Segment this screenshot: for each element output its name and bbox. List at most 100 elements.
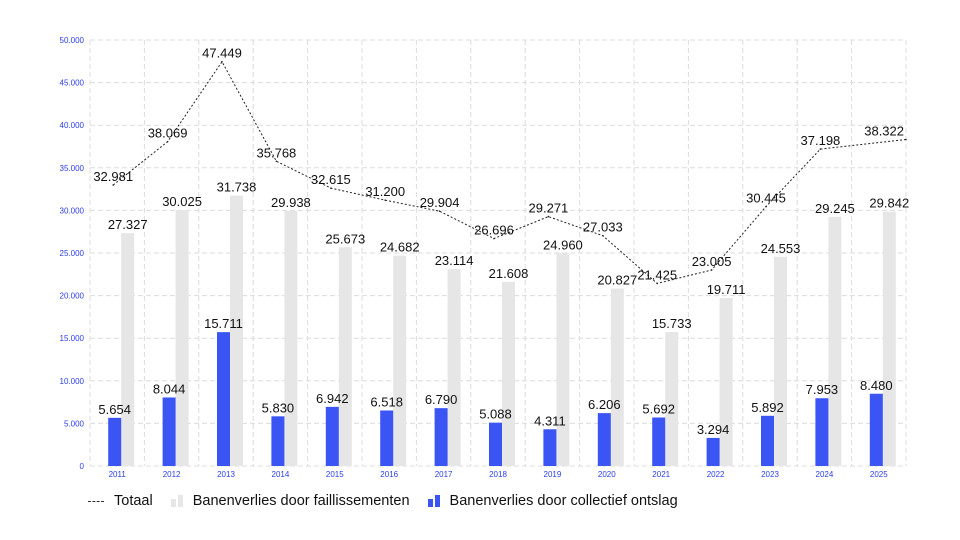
total-value-label: 31.200 [365,184,405,199]
collective-value-label: 5.692 [642,402,675,417]
bankruptcy-bar [719,298,733,466]
legend-item-bankruptcy: Banenverlies door faillissementen [170,493,410,509]
y-tick-label: 40.000 [60,121,85,130]
x-tick-label: 2025 [870,470,888,479]
total-point [765,205,767,208]
total-point [438,210,441,213]
collective-value-label: 5.088 [479,407,512,422]
bankruptcy-value-label: 29.842 [869,196,909,211]
collective-value-label: 6.206 [588,397,621,412]
dashed-line-icon [88,500,104,502]
collective-bar [489,422,502,466]
y-tick-label: 45.000 [60,79,85,88]
bankruptcy-value-label: 29.245 [815,201,855,216]
total-point [493,237,495,240]
collective-value-label: 8.480 [860,378,893,393]
x-tick-label: 2019 [544,470,562,479]
bankruptcy-value-label: 19.711 [707,282,746,297]
bankruptcy-value-label: 24.553 [761,241,801,256]
total-value-label: 21.425 [637,267,677,282]
blue-bars-icon [427,495,442,507]
total-value-label: 32.615 [311,172,351,187]
bankruptcy-bar [284,210,298,466]
total-point [905,138,907,141]
total-point [710,269,713,271]
gray-bars-icon [170,495,185,507]
bankruptcy-bar [502,281,515,466]
bankruptcy-value-label: 25.673 [325,231,365,246]
total-value-label: 26.696 [474,223,514,238]
x-tick-label: 2024 [816,470,834,479]
collective-value-label: 6.790 [425,392,458,407]
total-point [656,282,658,285]
collective-bar [869,393,883,466]
collective-bars [108,332,883,466]
total-value-label: 29.904 [420,195,460,210]
chart: 0 5.000 10.000 15.000 20.000 25.000 30.000 35.0… [60,36,910,479]
collective-bar [815,398,829,466]
x-tick-label: 2023 [761,470,779,479]
x-tick-label: 2022 [707,470,725,479]
bankruptcy-bar [230,195,243,467]
bankruptcy-value-label: 24.682 [380,240,420,255]
total-line [112,60,907,285]
collective-bar [761,415,774,466]
total-value-label: 27.033 [583,220,623,235]
bankruptcy-bar [665,331,679,466]
total-point [547,215,550,218]
bankruptcy-value-label: 21.608 [489,266,529,281]
grid [89,39,907,467]
legend-label-collective: Banenverlies door collectief ontslag [449,493,678,509]
x-tick-label: 2017 [435,470,453,479]
y-tick-label: 50.000 [60,36,85,45]
bankruptcy-value-label: 15.733 [652,316,692,331]
bankruptcy-bar [556,253,570,466]
x-tick-label: 2016 [380,470,398,479]
x-tick-label: 2013 [217,470,235,479]
legend-label-total: Totaal [114,493,153,509]
x-tick-label: 2014 [272,470,290,479]
bankruptcy-bar [828,216,842,466]
legend: Totaal Banenverlies door faillissementen… [88,493,696,509]
total-value-label: 37.198 [801,133,841,148]
collective-bar [217,332,230,466]
collective-bar [162,397,176,466]
collective-bar [108,417,122,466]
collective-bar [543,429,557,466]
collective-value-label: 5.892 [751,400,784,415]
collective-value-label: 5.830 [262,400,295,415]
collective-bar [706,437,720,466]
collective-bar [325,406,339,466]
collective-value-label: 3.294 [697,422,730,437]
y-tick-label: 25.000 [60,249,85,258]
collective-bar [652,417,666,466]
y-tick-label: 20.000 [60,292,85,301]
bankruptcy-bar [393,255,407,466]
bankruptcy-bar [121,233,135,466]
y-tick-label: 0 [80,462,85,471]
x-tick-label: 2012 [163,470,181,479]
collective-value-label: 7.953 [806,382,839,397]
x-tick-label: 2011 [109,470,127,479]
total-value-label: 32.981 [93,169,133,184]
data-labels: 27.327 30.025 31.738 29.938 25.673 24.682 23.1… [93,46,909,437]
total-value-label: 23.005 [692,254,732,269]
legend-label-bankruptcy: Banenverlies door faillissementen [192,493,410,509]
collective-value-label: 5.654 [98,402,131,417]
x-tick-label: 2020 [598,470,616,479]
total-point [166,140,169,143]
collective-value-label: 6.518 [370,394,403,409]
bankruptcy-bar [610,288,624,466]
bankruptcy-bar [338,247,352,466]
total-value-label: 38.322 [864,123,904,138]
collective-bar [434,408,448,466]
y-tick-label: 30.000 [60,206,85,215]
total-point [384,199,387,201]
bankruptcy-value-label: 24.960 [543,237,583,252]
y-axis-ticks: 0 5.000 10.000 15.000 20.000 25.000 30.000 35.0… [60,36,85,471]
y-tick-label: 5.000 [64,419,85,428]
total-point [602,234,604,237]
total-value-label: 29.271 [529,201,569,216]
x-tick-label: 2015 [326,470,344,479]
total-point [221,60,223,63]
